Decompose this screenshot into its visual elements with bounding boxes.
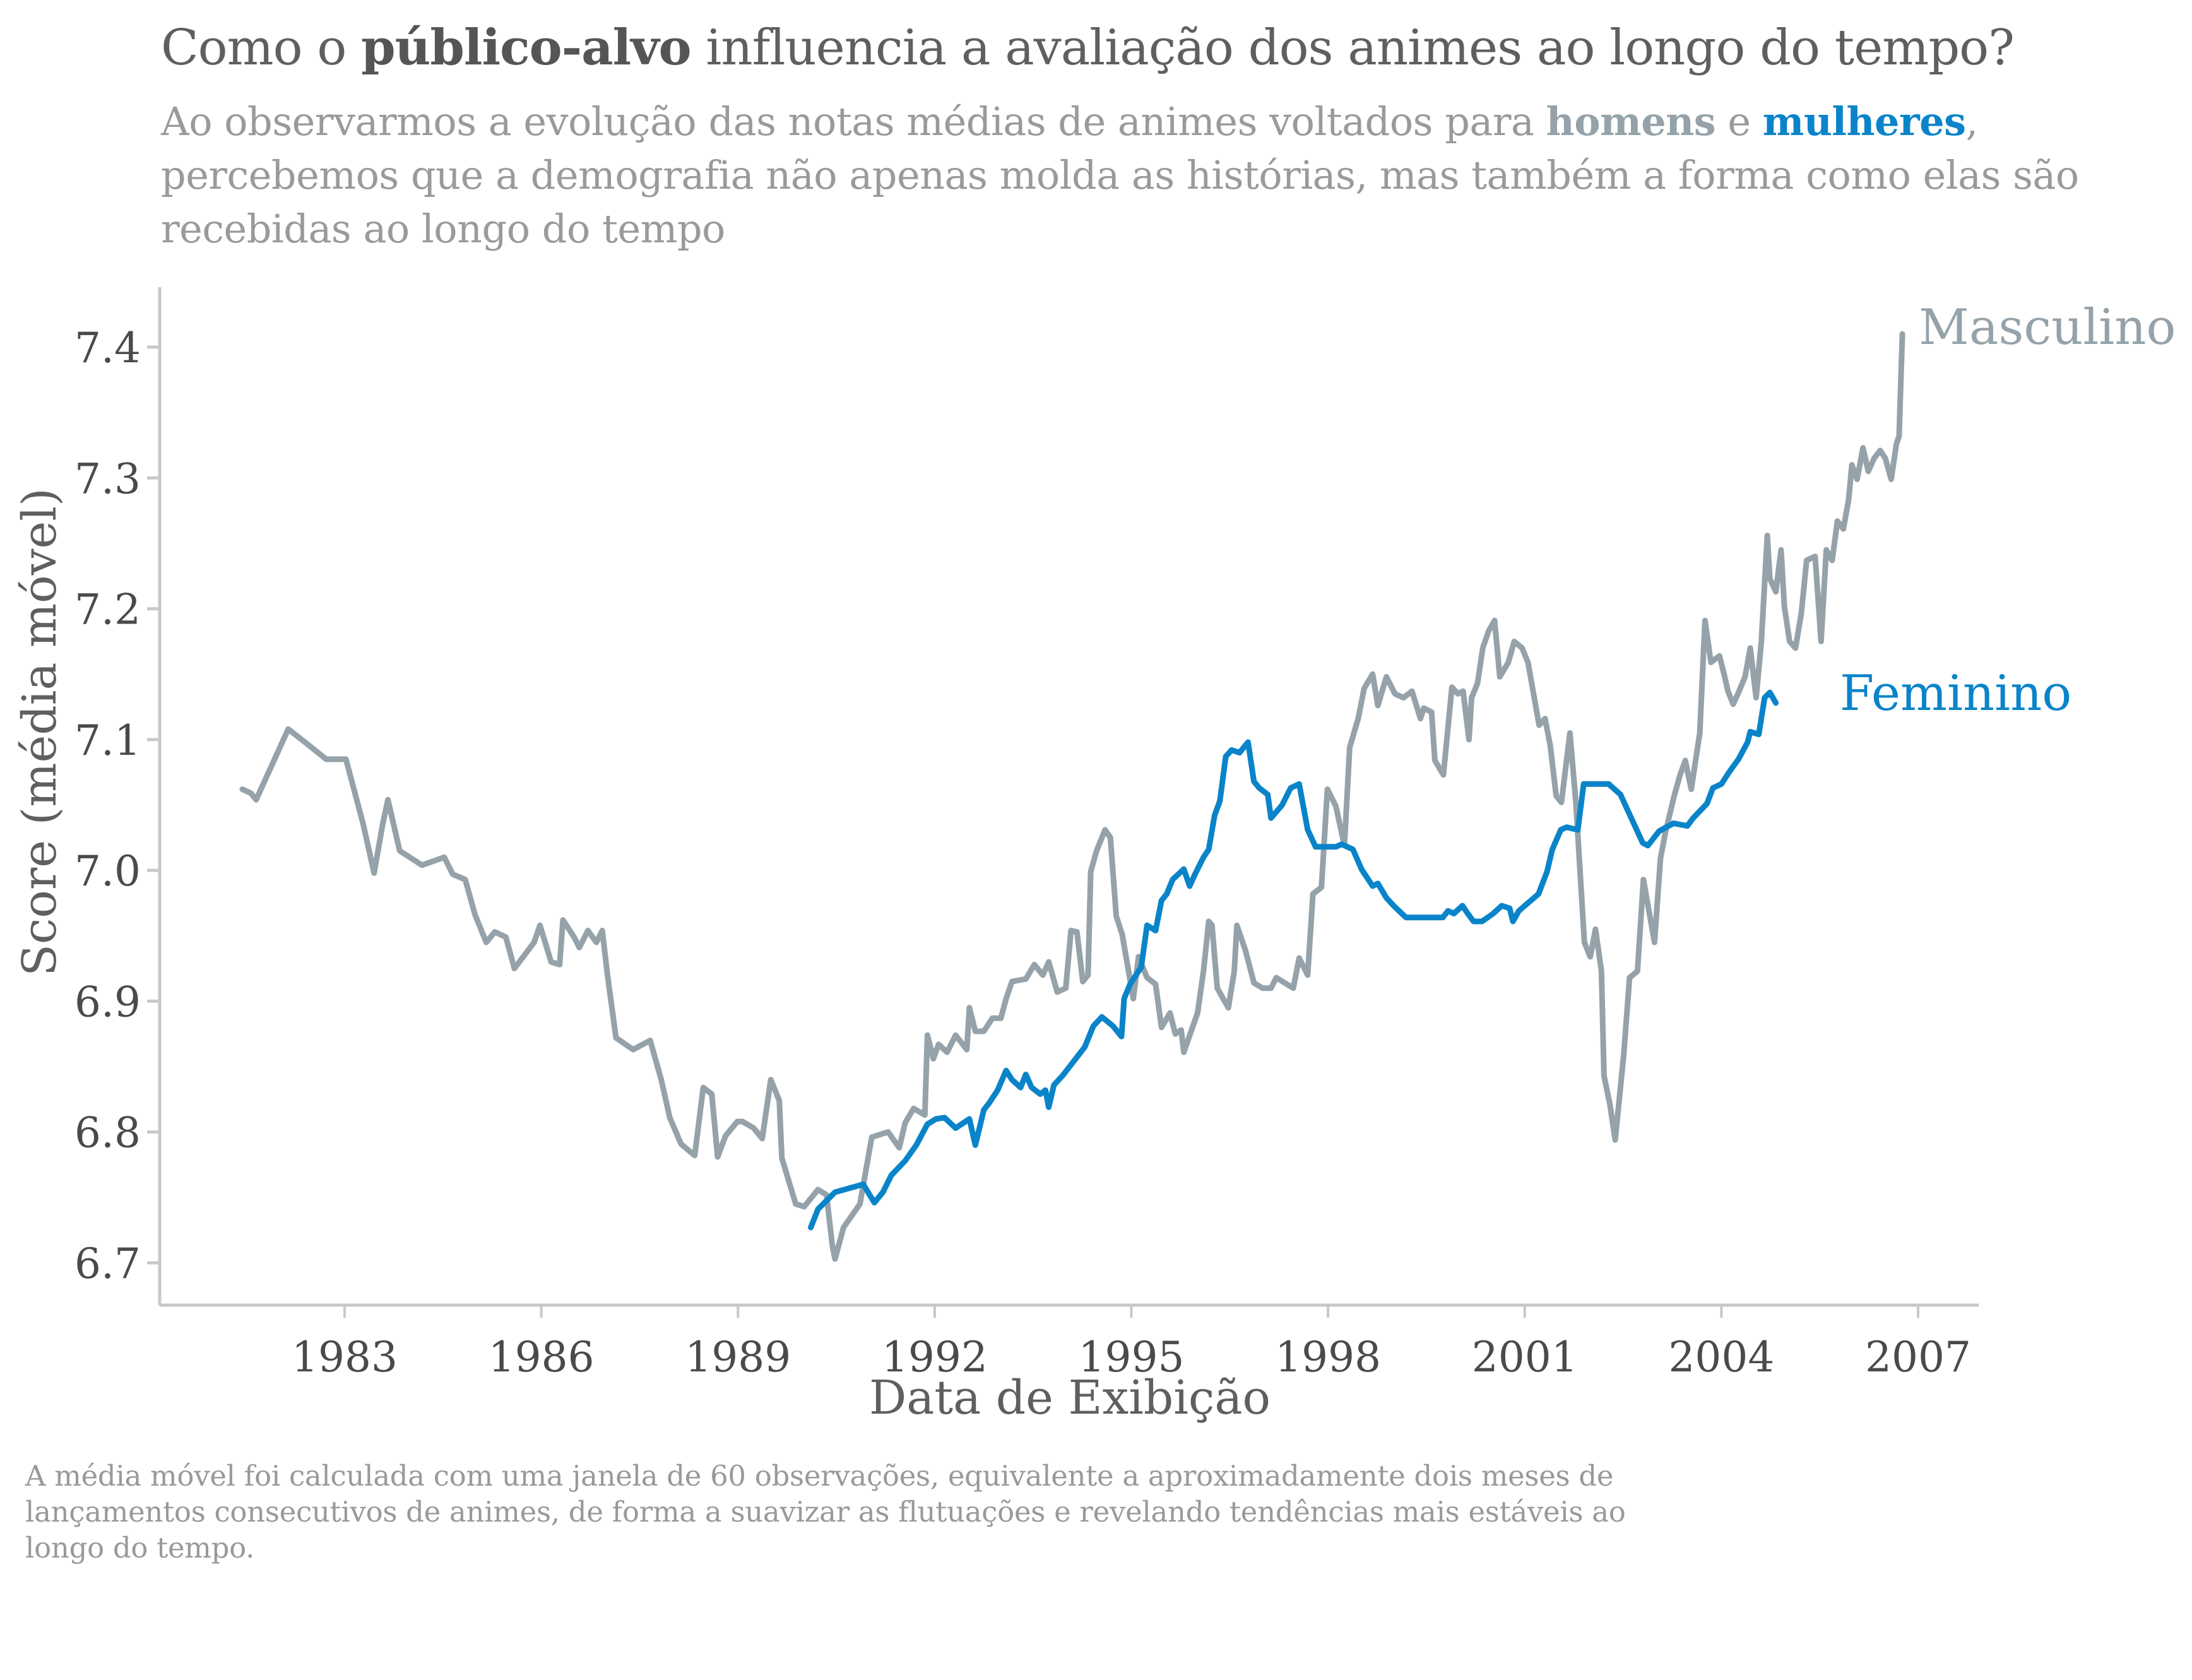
x-tick-label: 2004 <box>1668 1333 1774 1381</box>
x-tick-label: 1995 <box>1079 1333 1185 1381</box>
subtitle-text-3: , percebemos que a demografia não apenas… <box>161 98 2079 252</box>
chart-title: Como o público-alvo influencia a avaliaç… <box>161 19 2015 76</box>
title-bold-text: público-alvo <box>361 19 691 76</box>
y-tick-label: 6.7 <box>74 1239 141 1288</box>
x-tick-label: 2001 <box>1472 1333 1578 1381</box>
series-line-feminino <box>808 689 1779 1231</box>
x-axis-title: Data de Exibição <box>869 1371 1271 1425</box>
y-axis-title: Score (média móvel) <box>13 488 67 976</box>
x-tick-label: 1983 <box>292 1333 398 1381</box>
y-tick-label: 7.2 <box>74 586 141 634</box>
subtitle-text-2: e <box>1715 98 1763 145</box>
x-tick-label: 1986 <box>489 1333 595 1381</box>
title-text-start: Como o <box>161 20 362 76</box>
y-tick-label: 7.3 <box>74 454 141 503</box>
title-text-end: influencia a avaliação dos animes ao lon… <box>690 20 2015 76</box>
series-line-masculino <box>239 331 1905 1262</box>
x-tick-label: 1998 <box>1275 1333 1381 1381</box>
series-label-masculino: Masculino <box>1919 299 2176 356</box>
subtitle-text-1: Ao observarmos a evolução das notas médi… <box>161 98 1546 145</box>
subtitle-highlight-homens: homens <box>1546 98 1716 145</box>
series-label-feminino: Feminino <box>1840 665 2071 722</box>
y-tick-label: 7.1 <box>74 716 141 765</box>
y-tick-label: 6.9 <box>74 978 141 1026</box>
chart-subtitle: Ao observarmos a evolução das notas médi… <box>161 95 2118 256</box>
x-tick-label: 2007 <box>1865 1333 1971 1381</box>
y-tick-label: 6.8 <box>74 1109 141 1157</box>
series-layer <box>239 331 1905 1262</box>
x-tick-label: 1992 <box>882 1333 988 1381</box>
y-tick-label: 7.4 <box>74 324 141 372</box>
x-tick-label: 1989 <box>685 1333 791 1381</box>
y-tick-label: 7.0 <box>74 847 141 896</box>
footnote: A média móvel foi calculada com uma jane… <box>25 1459 1626 1565</box>
subtitle-highlight-mulheres: mulheres <box>1762 98 1966 145</box>
chart-axes: 6.7 6.8 6.9 7.0 7.1 7.2 7.3 7.4 1983 1986 1989 1992… <box>74 287 1979 1381</box>
